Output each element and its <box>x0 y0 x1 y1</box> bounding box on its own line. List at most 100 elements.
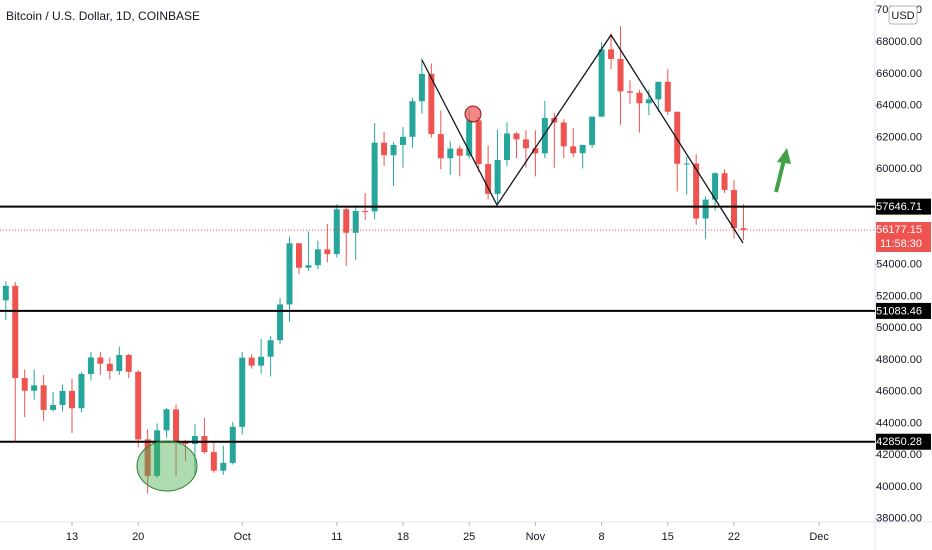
arrow-shaft <box>774 159 786 193</box>
candle-body <box>239 357 246 427</box>
candle-body <box>116 354 123 372</box>
candle-body <box>485 163 492 194</box>
last-price-box <box>876 221 931 252</box>
y-tick-label: 68000.00 <box>876 36 922 48</box>
y-tick-label: 54000.00 <box>876 258 922 270</box>
currency-label[interactable]: USD <box>891 10 914 22</box>
plot <box>0 26 875 494</box>
candle-body <box>418 73 425 102</box>
y-tick-label: 42000.00 <box>876 449 922 461</box>
y-tick-label: 48000.00 <box>876 354 922 366</box>
currency-button[interactable] <box>888 5 918 25</box>
level-label-box <box>876 302 931 319</box>
x-tick-label: Dec <box>809 531 829 543</box>
candle-body <box>144 439 151 476</box>
candle-body <box>59 390 66 406</box>
x-tick-label: 22 <box>728 531 740 543</box>
candle-body <box>267 340 274 357</box>
candle-body <box>428 73 435 135</box>
candle-body <box>589 116 596 145</box>
candle-body <box>106 363 113 372</box>
y-tick-label: 46000.00 <box>876 386 922 398</box>
candle-body <box>475 120 482 164</box>
chart-title: Bitcoin / U.S. Dollar, 1D, COINBASE <box>6 9 200 23</box>
level-label-box <box>876 433 931 450</box>
level-label: 51083.46 <box>876 305 922 317</box>
y-tick-label: 60000.00 <box>876 163 922 175</box>
candle-body <box>163 409 170 431</box>
candle-body <box>456 148 463 156</box>
countdown-label: 11:58:30 <box>880 238 922 250</box>
candle-body <box>135 371 142 440</box>
candle-body <box>721 173 728 190</box>
candle-body <box>191 436 198 444</box>
candle-body <box>409 101 416 137</box>
candle-body <box>730 189 737 229</box>
level-label: 57646.71 <box>876 201 922 213</box>
candle-body <box>437 134 444 159</box>
candle-body <box>693 163 700 219</box>
candle-body <box>40 385 47 410</box>
candle-body <box>324 249 331 255</box>
drawings <box>136 33 791 492</box>
y-tick-label: 40000.00 <box>876 481 922 493</box>
candle-body <box>560 122 567 147</box>
candle-body <box>532 148 539 154</box>
level-label: 42850.28 <box>876 436 922 448</box>
candle-body <box>258 356 265 366</box>
candle-body <box>97 357 104 364</box>
x-tick-label: 18 <box>397 531 409 543</box>
candle-body <box>125 354 132 372</box>
level-label-box <box>876 198 931 215</box>
candle-body <box>494 160 501 194</box>
x-tick-label: 25 <box>463 531 475 543</box>
candle-body <box>210 452 217 471</box>
candle-body <box>608 49 615 59</box>
highlight-ellipse <box>136 440 198 492</box>
candle-body <box>541 117 548 154</box>
candle-body <box>31 385 38 391</box>
y-tick-label: 50000.00 <box>876 322 922 334</box>
candle-body <box>12 285 19 379</box>
candle-body <box>248 357 255 366</box>
arrow-head <box>777 148 791 164</box>
candle-body <box>674 111 681 164</box>
candle-body <box>645 99 652 104</box>
candle-body <box>381 142 388 156</box>
candle-body <box>2 285 9 301</box>
candle-body <box>154 430 161 476</box>
candle-body <box>399 136 406 145</box>
candle-body <box>201 436 208 453</box>
x-tick-label: 8 <box>599 531 605 543</box>
highlight-circle <box>464 105 482 123</box>
candle-body <box>570 146 577 154</box>
candle-body <box>68 390 75 409</box>
candle-body <box>229 426 236 463</box>
candle-body <box>655 81 662 100</box>
x-tick-label: 20 <box>132 531 144 543</box>
candle-body <box>626 91 633 93</box>
candle-body <box>522 139 529 149</box>
last-price-label: 56177.15 <box>876 224 922 236</box>
candle-body <box>220 462 227 471</box>
candle-body <box>702 199 709 219</box>
candle-body <box>277 304 284 341</box>
pattern-line <box>421 33 744 244</box>
candle-body <box>740 228 747 230</box>
candle-body <box>333 209 340 255</box>
x-tick-label: 13 <box>66 531 78 543</box>
candle-body <box>664 81 671 112</box>
y-tick-label: 38000.00 <box>876 513 922 525</box>
candle-body <box>636 92 643 104</box>
candle-body <box>295 243 302 268</box>
candle-body <box>390 144 397 156</box>
y-tick-label: 44000.00 <box>876 417 922 429</box>
x-tick-label: Nov <box>526 531 546 543</box>
candle-body <box>21 378 28 391</box>
candle-body <box>305 265 312 268</box>
candle-body <box>343 209 350 233</box>
candle-body <box>78 374 85 409</box>
x-tick-label: Oct <box>234 531 251 543</box>
candle-body <box>579 144 586 154</box>
